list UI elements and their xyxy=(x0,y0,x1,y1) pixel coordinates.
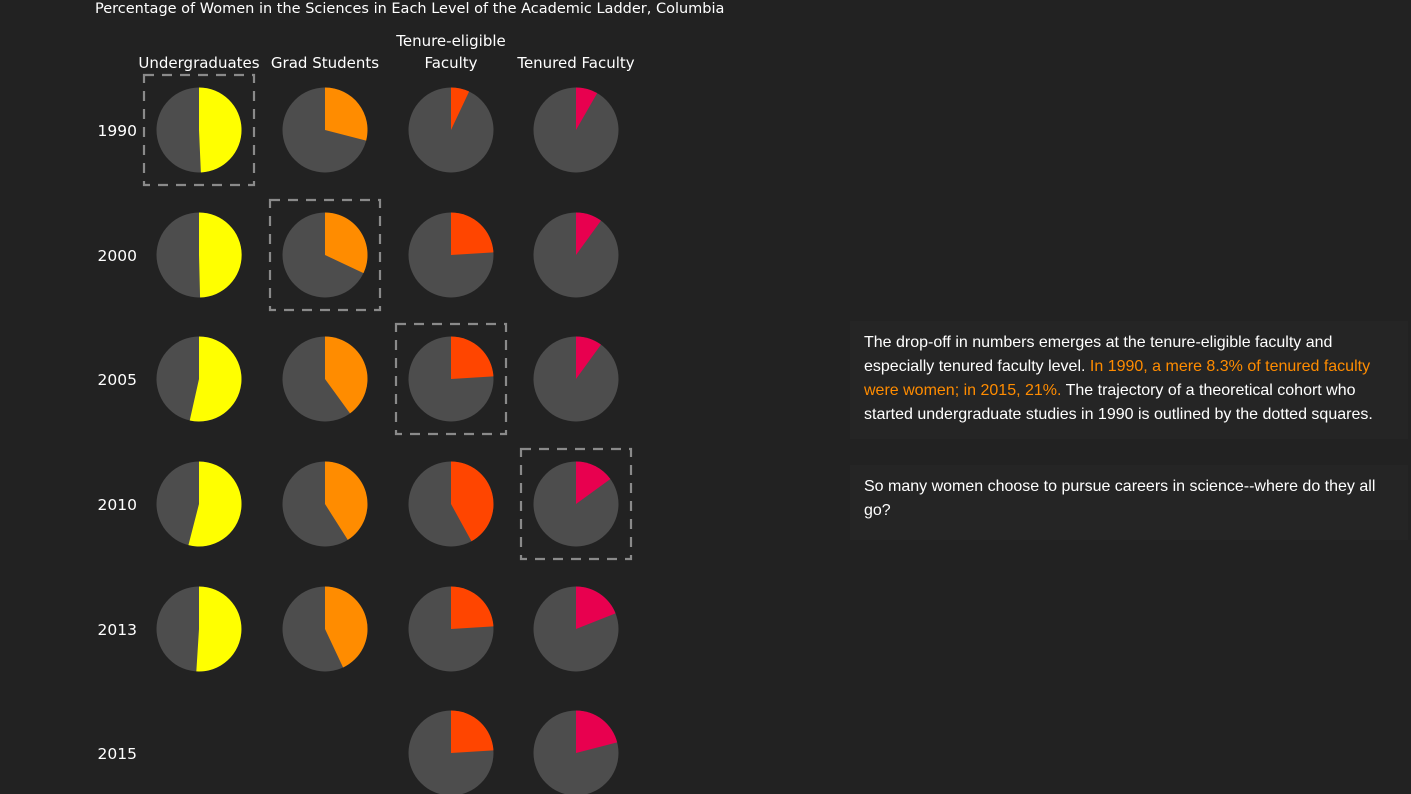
row-label-2005: 2005 xyxy=(98,371,137,389)
pie-undergraduates-2005-women xyxy=(189,336,242,422)
pie-tenured-2010-women xyxy=(576,461,611,504)
story-paragraph-question: So many women choose to pursue careers i… xyxy=(850,465,1408,540)
pie-grad-students-1990-women xyxy=(325,87,368,141)
pie-grad-students-2010-women xyxy=(325,461,368,540)
row-label-2015: 2015 xyxy=(98,745,137,763)
pie-grad-students-2013-women xyxy=(325,586,368,668)
pie-undergraduates-2000-women xyxy=(199,212,242,298)
column-headers: Undergraduates Grad Students Tenure-eligib… xyxy=(138,32,634,72)
pie-grad-students-2005-women xyxy=(325,336,368,414)
column-header-tenure-eligible-line2: Faculty xyxy=(424,54,477,72)
pie-tenured-1990-women xyxy=(576,87,598,130)
pie-tenure-eligible-2010-women xyxy=(451,461,494,542)
column-header-grad-students: Grad Students xyxy=(271,54,379,72)
column-header-undergraduates: Undergraduates xyxy=(138,54,259,72)
pie-tenure-eligible-2000-women xyxy=(451,212,494,255)
story-question: So many women choose to pursue careers i… xyxy=(864,478,1376,519)
column-header-tenure-eligible-line1: Tenure-eligible xyxy=(395,32,506,50)
pie-tenure-eligible-2015-women xyxy=(451,710,494,753)
pie-cells xyxy=(156,87,619,794)
chart-title: Percentage of Women in the Sciences in E… xyxy=(95,1,724,17)
pie-undergraduates-2010-women xyxy=(188,461,242,547)
pie-tenured-2013-women xyxy=(576,586,616,629)
row-label-2010: 2010 xyxy=(98,496,137,514)
story-text: The drop-off in numbers emerges at the t… xyxy=(864,334,1333,375)
pie-tenure-eligible-1990-women xyxy=(451,87,470,130)
pie-tenured-2005-women xyxy=(576,336,601,379)
column-header-tenured: Tenured Faculty xyxy=(516,54,634,72)
story-highlight: In 1990, a mere 8.3% of tenured faculty … xyxy=(864,358,1371,399)
pie-grad-students-2000-women xyxy=(325,212,368,274)
pie-tenured-2000-women xyxy=(576,212,601,255)
cohort-outlines xyxy=(142,73,633,561)
row-label-2000: 2000 xyxy=(98,247,137,265)
row-labels: 1990 2000 2005 2010 2013 2015 xyxy=(98,122,137,763)
cohort-box-2010 xyxy=(519,447,633,561)
cohort-box-1990 xyxy=(142,73,256,187)
pie-tenure-eligible-2005-women xyxy=(451,336,494,379)
cohort-box-2005 xyxy=(394,322,508,436)
pie-tenure-eligible-2013-women xyxy=(451,586,494,629)
story-paragraph-dropoff: The drop-off in numbers emerges at the t… xyxy=(850,321,1408,439)
pie-undergraduates-1990-women xyxy=(199,87,242,173)
row-label-2013: 2013 xyxy=(98,621,137,639)
pie-undergraduates-2013-women xyxy=(196,586,242,672)
row-label-1990: 1990 xyxy=(98,122,137,140)
story-text-cohort: The trajectory of a theoretical cohort w… xyxy=(864,382,1373,423)
pie-tenured-2015-women xyxy=(576,710,618,753)
cohort-box-2000 xyxy=(268,198,382,312)
